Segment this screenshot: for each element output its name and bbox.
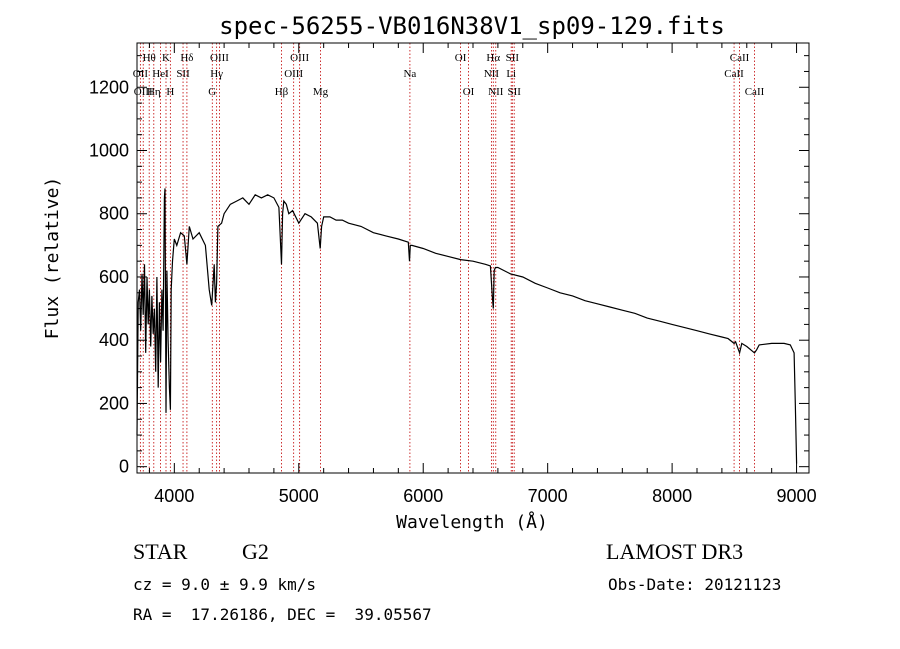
spectral-line-label: OIII bbox=[134, 86, 153, 98]
x-tick-label: 8000 bbox=[652, 486, 692, 506]
obs-date: Obs-Date: 20121123 bbox=[608, 575, 781, 594]
spectral-line-label: OI bbox=[463, 86, 475, 98]
y-tick-label: 400 bbox=[99, 330, 129, 350]
ra-dec-text: RA = 17.26186, DEC = 39.05567 bbox=[133, 605, 432, 624]
spectral-line-label: G bbox=[208, 86, 216, 98]
spectral-line-label: SII bbox=[506, 52, 520, 64]
spectral-line-label: OIII bbox=[284, 68, 303, 80]
spectral-line-label: SII bbox=[507, 86, 521, 98]
x-tick-label: 4000 bbox=[154, 486, 194, 506]
y-tick-label: 1200 bbox=[89, 77, 129, 97]
survey-name: LAMOST DR3 bbox=[606, 539, 743, 564]
x-tick-label: 5000 bbox=[279, 486, 319, 506]
x-axis-ticks: 4000 5000 6000 7000 8000 9000 bbox=[148, 43, 817, 506]
y-tick-label: 800 bbox=[99, 204, 129, 224]
spectral-line-label: OIII bbox=[290, 52, 309, 64]
x-tick-label: 7000 bbox=[528, 486, 568, 506]
spectral-line-label: CaII bbox=[724, 68, 744, 80]
spectral-line-label: Hη bbox=[147, 86, 161, 98]
object-class: STAR bbox=[133, 539, 188, 564]
spectral-line-label: Hδ bbox=[180, 52, 193, 64]
y-axis-ticks: 0 200 400 600 800 1000 1200 bbox=[89, 55, 809, 477]
y-tick-label: 1000 bbox=[89, 141, 129, 161]
y-tick-label: 0 bbox=[119, 457, 129, 477]
spectral-line-label: Mg bbox=[313, 86, 329, 98]
spectral-line-label: OII bbox=[133, 68, 149, 80]
spectral-line-label: CaII bbox=[730, 52, 750, 64]
spectral-line-label: Hβ bbox=[275, 86, 289, 98]
x-tick-label: 6000 bbox=[403, 486, 443, 506]
spectral-line-label: OI bbox=[455, 52, 467, 64]
x-axis-label: Wavelength (Å) bbox=[396, 511, 548, 533]
spectral-line-label: NII bbox=[488, 86, 504, 98]
object-subclass: G2 bbox=[242, 539, 269, 564]
spectral-line-label: K bbox=[162, 52, 170, 64]
spectral-line-label: Hγ bbox=[210, 68, 223, 80]
redshift-text: cz = 9.0 ± 9.9 km/s bbox=[133, 575, 316, 594]
spectral-line-labels: OIIOIIIHθHηHeIKHSIIHδGHγOIIIHβOIIIOIIIMg… bbox=[133, 52, 765, 98]
plot-frame bbox=[136, 42, 810, 474]
flux-series-line bbox=[136, 188, 798, 464]
spectral-line-label: Na bbox=[403, 68, 416, 80]
spectral-line-label: H bbox=[166, 86, 174, 98]
spectral-line-label: HeI bbox=[152, 68, 169, 80]
y-axis-label: Flux (relative) bbox=[42, 177, 63, 340]
spectral-line-label: Hα bbox=[486, 52, 500, 64]
y-tick-label: 200 bbox=[99, 393, 129, 413]
x-tick-label: 9000 bbox=[777, 486, 817, 506]
y-tick-label: 600 bbox=[99, 267, 129, 287]
spectral-line-label: Li bbox=[506, 68, 516, 80]
spectral-line-label: OIII bbox=[210, 52, 229, 64]
spectral-line-markers bbox=[139, 43, 755, 473]
spectral-line-label: CaII bbox=[745, 86, 765, 98]
spectral-line-label: SII bbox=[176, 68, 190, 80]
spectral-line-label: NII bbox=[484, 68, 500, 80]
spectral-line-label: Hθ bbox=[143, 52, 156, 64]
chart-title: spec-56255-VB016N38V1_sp09-129.fits bbox=[219, 12, 725, 40]
